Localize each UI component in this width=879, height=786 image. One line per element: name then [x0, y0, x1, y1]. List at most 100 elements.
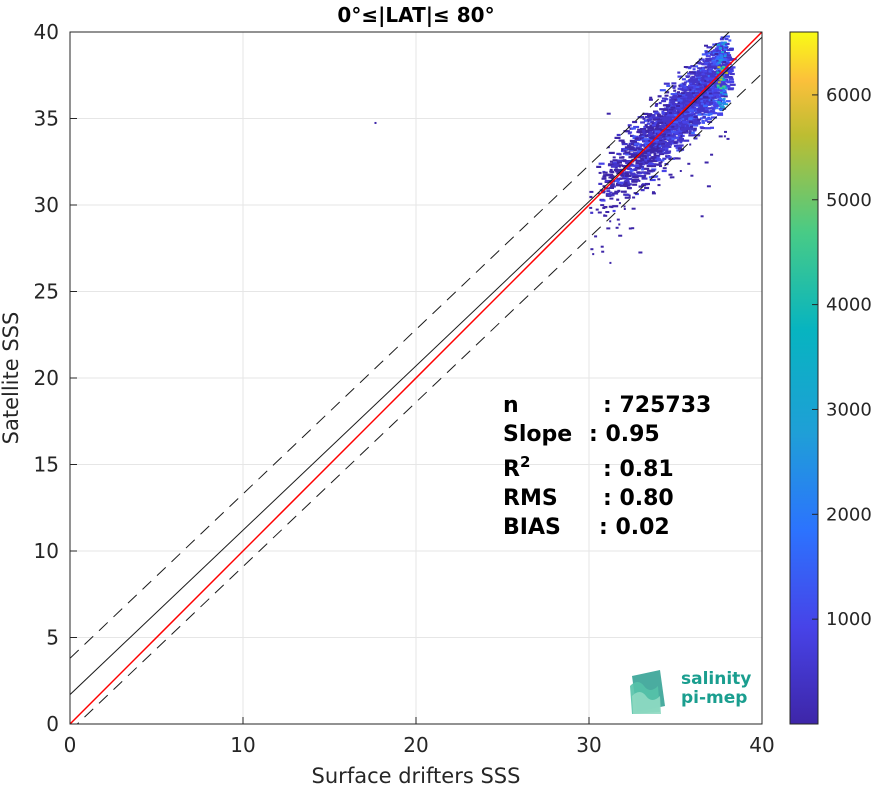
density-cell [710, 99, 713, 102]
density-cell [651, 125, 657, 128]
density-cell [639, 175, 646, 178]
density-cell [640, 121, 646, 124]
density-cell [699, 113, 704, 116]
density-cell [701, 100, 707, 103]
y-tick-label: 10 [34, 539, 59, 563]
density-cell [688, 117, 693, 120]
density-cell [616, 177, 622, 180]
density-cell [609, 170, 614, 173]
colorbar-tick-label: 1000 [826, 609, 872, 630]
density-cell [711, 92, 718, 95]
density-cell [608, 151, 615, 154]
colorbar-ticks: 1000 2000 3000 4000 5000 6000 [812, 85, 872, 630]
density-cell [724, 35, 730, 38]
density-cell [701, 120, 705, 123]
density-cell [630, 134, 634, 137]
density-cell [655, 137, 660, 140]
density-cell [683, 102, 688, 105]
density-cell [653, 124, 659, 127]
stat-label: Slope [503, 422, 572, 447]
density-cell [699, 68, 706, 72]
density-cell [661, 100, 667, 103]
density-cell [635, 151, 639, 155]
density-cell [688, 84, 692, 87]
density-cell [653, 153, 657, 156]
density-cell [679, 141, 683, 144]
density-cell [657, 95, 662, 98]
density-cell [658, 125, 663, 128]
density-cell [716, 68, 721, 72]
density-cell [714, 83, 719, 86]
density-cell [631, 227, 635, 230]
density-cell [714, 79, 721, 82]
density-cell [638, 185, 643, 188]
density-cell [697, 108, 701, 111]
density-cell [668, 173, 673, 176]
density-cell [697, 61, 701, 64]
density-cell [665, 91, 670, 94]
density-cell [685, 112, 691, 115]
density-cell [719, 91, 723, 94]
density-cell [728, 68, 734, 71]
density-cell [616, 198, 620, 201]
density-cell [625, 153, 631, 156]
density-cell [678, 132, 683, 135]
density-cell [674, 92, 678, 95]
density-cell [650, 114, 656, 117]
density-cell [652, 159, 657, 163]
density-cell [680, 92, 685, 95]
density-cell [608, 163, 615, 166]
density-cell [619, 184, 625, 187]
density-cell [722, 65, 726, 68]
density-cell [610, 177, 614, 180]
density-cell [652, 142, 656, 145]
density-cell [632, 120, 638, 124]
density-cell [604, 179, 611, 183]
density-cell [686, 126, 692, 129]
density-cell [724, 45, 729, 49]
density-cell [674, 125, 679, 128]
density-cell [672, 157, 675, 160]
density-cell [668, 125, 672, 128]
density-cell [632, 136, 636, 139]
y-tick-label: 25 [34, 280, 59, 304]
density-cell [633, 135, 639, 138]
density-cell [643, 161, 649, 164]
density-cell [641, 134, 647, 138]
density-cell [712, 43, 718, 46]
density-cell [712, 60, 717, 64]
density-cell [660, 129, 665, 132]
density-cell [609, 191, 613, 194]
density-cell [641, 176, 645, 179]
y-tick-label: 5 [46, 626, 59, 650]
density-cell [695, 81, 700, 84]
density-cell [610, 183, 615, 186]
density-cell [705, 127, 712, 130]
density-cell [691, 121, 696, 125]
density-cell [708, 94, 713, 97]
density-cell [703, 75, 707, 78]
density-cell [661, 133, 667, 136]
density-cell [665, 155, 668, 158]
density-cell [656, 113, 661, 116]
density-cell [687, 72, 692, 75]
density-cell [616, 133, 621, 137]
density-cell [646, 154, 652, 157]
density-cell [697, 118, 702, 121]
density-cell [589, 206, 593, 209]
density-cell [640, 144, 645, 147]
density-cell [680, 88, 687, 91]
density-cell [693, 107, 700, 110]
density-cell [695, 75, 701, 78]
density-cell [696, 109, 701, 112]
density-cell [688, 130, 692, 133]
density-cell [688, 120, 693, 123]
density-cell [681, 78, 686, 81]
density-cell [690, 174, 694, 177]
stat-label: BIAS [503, 515, 561, 540]
density-cell [709, 85, 713, 88]
density-cell [689, 88, 692, 91]
density-cell [644, 124, 648, 127]
density-cell [657, 159, 662, 162]
density-cell [716, 82, 721, 85]
